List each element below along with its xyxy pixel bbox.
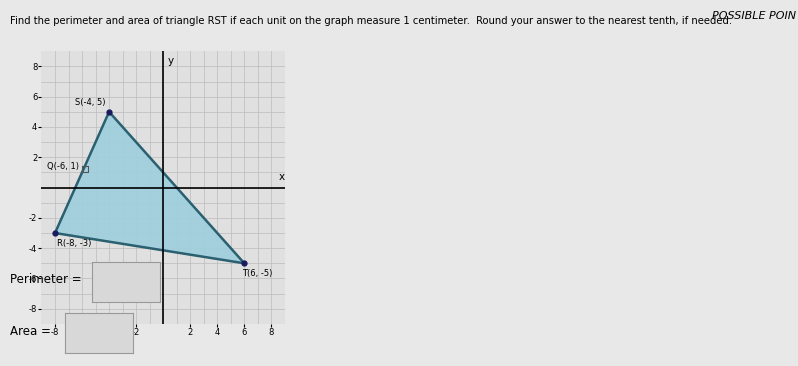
Text: POSSIBLE POIN: POSSIBLE POIN	[713, 11, 796, 21]
Text: x: x	[279, 172, 285, 182]
Text: R(-8, -3): R(-8, -3)	[57, 239, 92, 248]
Text: Q(-6, 1): Q(-6, 1)	[47, 162, 79, 171]
Text: S(-4, 5): S(-4, 5)	[74, 98, 105, 107]
Text: Perimeter =: Perimeter =	[10, 273, 82, 287]
Text: Area =: Area =	[10, 325, 51, 338]
Text: Find the perimeter and area of triangle RST if each unit on the graph measure 1 : Find the perimeter and area of triangle …	[10, 16, 732, 26]
Polygon shape	[55, 112, 244, 263]
Text: T(6, -5): T(6, -5)	[242, 269, 272, 279]
Text: y: y	[168, 56, 174, 66]
